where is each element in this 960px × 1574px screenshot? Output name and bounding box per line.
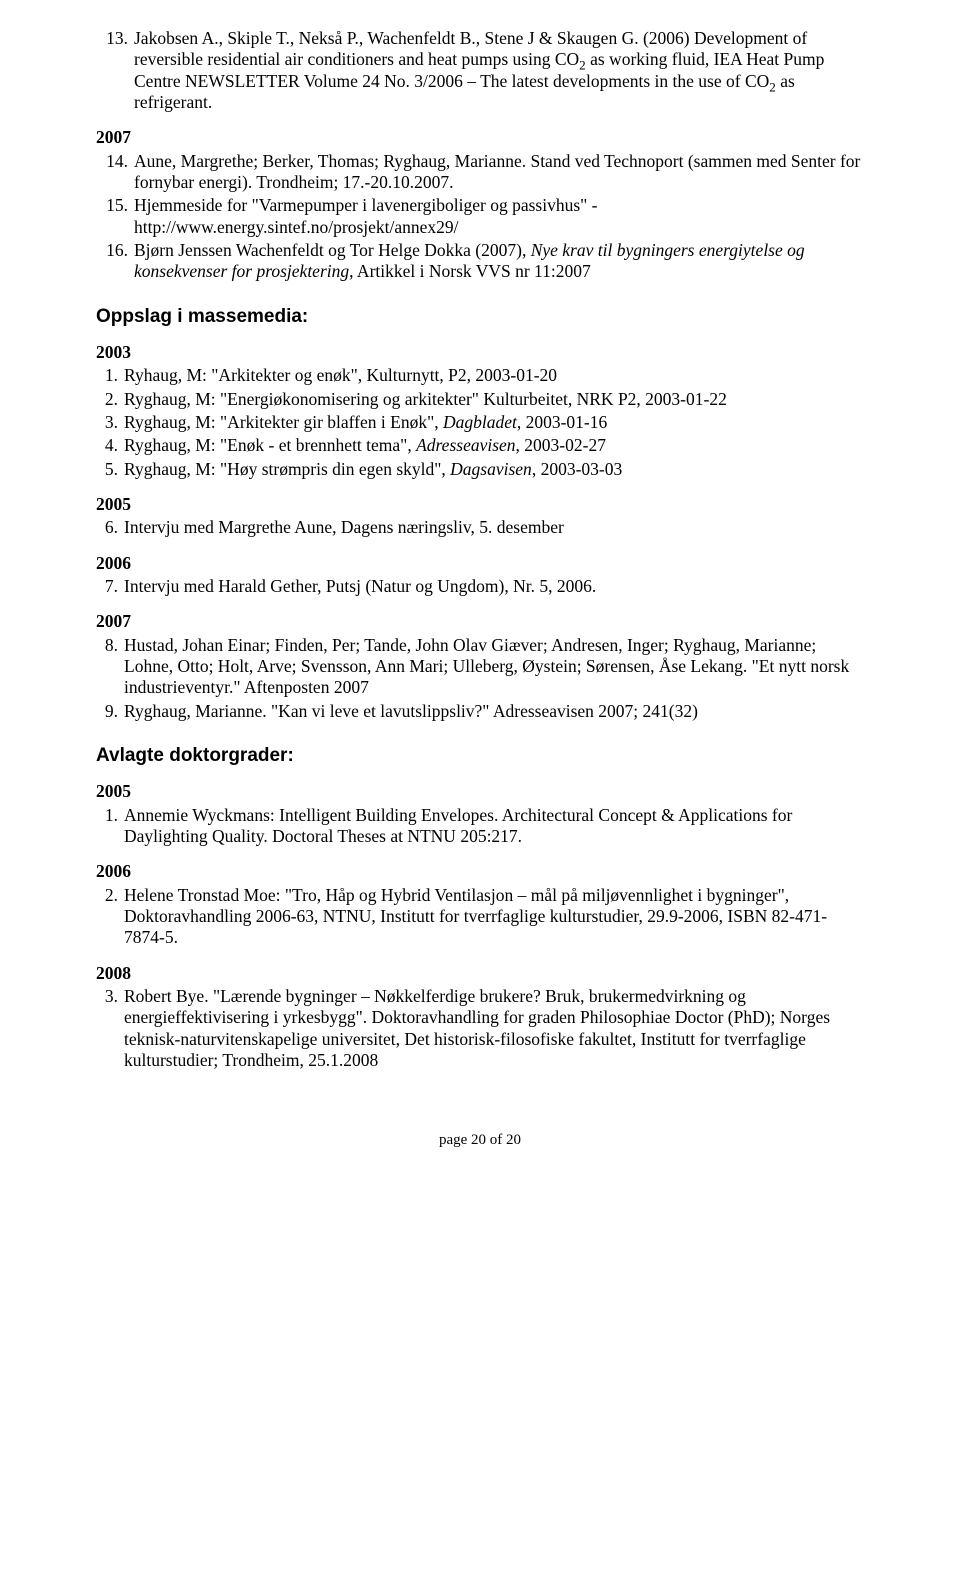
ref-list-top: 13. Jakobsen A., Skiple T., Nekså P., Wa… — [96, 28, 864, 113]
year-heading-media-2005: 2005 — [96, 494, 864, 515]
year-heading-2007: 2007 — [96, 127, 864, 148]
media-entry: 5.Ryghaug, M: "Høy strømpris din egen sk… — [96, 459, 864, 480]
ref-entry: 15. Hjemmeside for "Varmepumper i lavene… — [96, 195, 864, 238]
entry-text: Intervju med Margrethe Aune, Dagens næri… — [124, 517, 864, 538]
media-entry: 1.Ryhaug, M: "Arkitekter og enøk", Kultu… — [96, 365, 864, 386]
entry-number: 5. — [96, 459, 124, 480]
entry-number: 3. — [96, 986, 124, 1071]
ref-entry: 14. Aune, Margrethe; Berker, Thomas; Ryg… — [96, 151, 864, 194]
year-heading-doctor-2008: 2008 — [96, 963, 864, 984]
entry-number: 9. — [96, 701, 124, 722]
entry-text: Helene Tronstad Moe: "Tro, Håp og Hybrid… — [124, 885, 864, 949]
entry-number: 2. — [96, 885, 124, 949]
entry-number: 1. — [96, 365, 124, 386]
ref-text: Jakobsen A., Skiple T., Nekså P., Wachen… — [134, 28, 864, 113]
ref-number: 15. — [96, 195, 134, 238]
entry-text: Ryghaug, M: "Høy strømpris din egen skyl… — [124, 459, 864, 480]
media-list-2006: 7.Intervju med Harald Gether, Putsj (Nat… — [96, 576, 864, 597]
media-entry: 9.Ryghaug, Marianne. "Kan vi leve et lav… — [96, 701, 864, 722]
entry-number: 4. — [96, 435, 124, 456]
entry-text: Ryghaug, M: "Enøk - et brennhett tema", … — [124, 435, 864, 456]
entry-number: 2. — [96, 389, 124, 410]
media-entry: 2.Ryghaug, M: "Energiøkonomisering og ar… — [96, 389, 864, 410]
ref-text: Aune, Margrethe; Berker, Thomas; Ryghaug… — [134, 151, 864, 194]
media-entry: 8.Hustad, Johan Einar; Finden, Per; Tand… — [96, 635, 864, 699]
media-list-2007: 8.Hustad, Johan Einar; Finden, Per; Tand… — [96, 635, 864, 722]
entry-text: Ryghaug, Marianne. "Kan vi leve et lavut… — [124, 701, 864, 722]
document-page: 13. Jakobsen A., Skiple T., Nekså P., Wa… — [0, 0, 960, 1190]
media-entry: 6.Intervju med Margrethe Aune, Dagens næ… — [96, 517, 864, 538]
year-heading-doctor-2006: 2006 — [96, 861, 864, 882]
ref-number: 13. — [96, 28, 134, 113]
entry-number: 3. — [96, 412, 124, 433]
entry-number: 1. — [96, 805, 124, 848]
year-heading-media-2007: 2007 — [96, 611, 864, 632]
entry-text: Hustad, Johan Einar; Finden, Per; Tande,… — [124, 635, 864, 699]
entry-text: Intervju med Harald Gether, Putsj (Natur… — [124, 576, 864, 597]
media-entry: 7.Intervju med Harald Gether, Putsj (Nat… — [96, 576, 864, 597]
doctor-list-2005: 1.Annemie Wyckmans: Intelligent Building… — [96, 805, 864, 848]
year-heading-doctor-2005: 2005 — [96, 781, 864, 802]
ref-list-2007: 14. Aune, Margrethe; Berker, Thomas; Ryg… — [96, 151, 864, 283]
media-list-2005: 6.Intervju med Margrethe Aune, Dagens næ… — [96, 517, 864, 538]
entry-text: Robert Bye. "Lærende bygninger – Nøkkelf… — [124, 986, 864, 1071]
media-list-2003: 1.Ryhaug, M: "Arkitekter og enøk", Kultu… — [96, 365, 864, 480]
ref-text: Hjemmeside for "Varmepumper i lavenergib… — [134, 195, 864, 238]
ref-number: 14. — [96, 151, 134, 194]
entry-text: Ryghaug, M: "Arkitekter gir blaffen i En… — [124, 412, 864, 433]
page-footer: page 20 of 20 — [96, 1131, 864, 1149]
entry-number: 6. — [96, 517, 124, 538]
entry-text: Annemie Wyckmans: Intelligent Building E… — [124, 805, 864, 848]
media-entry: 4.Ryghaug, M: "Enøk - et brennhett tema"… — [96, 435, 864, 456]
entry-number: 7. — [96, 576, 124, 597]
year-heading-media-2003: 2003 — [96, 342, 864, 363]
media-entry: 3.Ryghaug, M: "Arkitekter gir blaffen i … — [96, 412, 864, 433]
ref-entry: 16. Bjørn Jenssen Wachenfeldt og Tor Hel… — [96, 240, 864, 283]
section-heading-media: Oppslag i massemedia: — [96, 305, 864, 328]
ref-entry: 13. Jakobsen A., Skiple T., Nekså P., Wa… — [96, 28, 864, 113]
year-heading-media-2006: 2006 — [96, 553, 864, 574]
entry-text: Ryhaug, M: "Arkitekter og enøk", Kulturn… — [124, 365, 864, 386]
entry-text: Ryghaug, M: "Energiøkonomisering og arki… — [124, 389, 864, 410]
doctor-entry: 2.Helene Tronstad Moe: "Tro, Håp og Hybr… — [96, 885, 864, 949]
doctor-list-2006: 2.Helene Tronstad Moe: "Tro, Håp og Hybr… — [96, 885, 864, 949]
doctor-entry: 3.Robert Bye. "Lærende bygninger – Nøkke… — [96, 986, 864, 1071]
ref-text: Bjørn Jenssen Wachenfeldt og Tor Helge D… — [134, 240, 864, 283]
doctor-list-2008: 3.Robert Bye. "Lærende bygninger – Nøkke… — [96, 986, 864, 1071]
entry-number: 8. — [96, 635, 124, 699]
section-heading-doctor: Avlagte doktorgrader: — [96, 744, 864, 767]
doctor-entry: 1.Annemie Wyckmans: Intelligent Building… — [96, 805, 864, 848]
ref-number: 16. — [96, 240, 134, 283]
